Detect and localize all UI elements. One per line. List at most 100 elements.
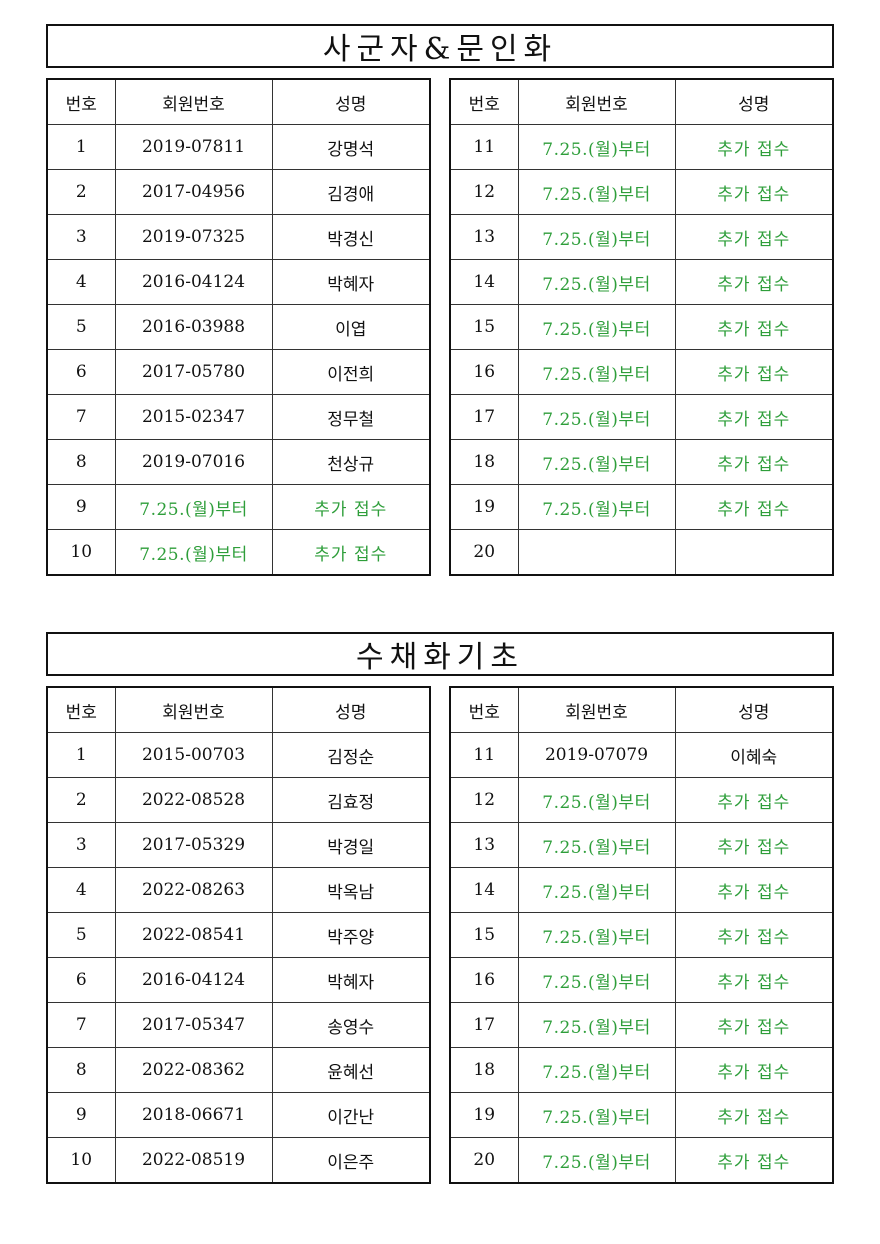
cell-name: 추가 접수 (674, 867, 834, 913)
table-row: 3 2019-07325 박경신 (46, 214, 431, 260)
cell-member-id: 2015-00703 (114, 732, 273, 778)
cell-member-id: 7.25.(월)부터 (517, 822, 676, 868)
cell-number: 12 (449, 777, 519, 823)
header-row: 번호 회원번호 성명 (46, 78, 431, 125)
cell-member-id: 2018-06671 (114, 1092, 273, 1138)
header-number: 번호 (46, 78, 116, 125)
cell-member-id: 2016-03988 (114, 304, 273, 350)
cell-name: 추가 접수 (674, 304, 834, 350)
table-row: 8 2022-08362 윤혜선 (46, 1047, 431, 1093)
cell-member-id: 7.25.(월)부터 (517, 1137, 676, 1184)
header-name: 성명 (674, 78, 834, 125)
cell-number: 5 (46, 304, 116, 350)
header-row: 번호 회원번호 성명 (46, 686, 431, 733)
cell-number: 2 (46, 169, 116, 215)
cell-name: 이은주 (271, 1137, 431, 1184)
cell-name: 이간난 (271, 1092, 431, 1138)
table-row: 17 7.25.(월)부터 추가 접수 (449, 394, 834, 440)
cell-name: 추가 접수 (674, 1137, 834, 1184)
cell-member-id: 2022-08541 (114, 912, 273, 958)
cell-member-id: 2017-05780 (114, 349, 273, 395)
cell-name: 추가 접수 (674, 394, 834, 440)
table-row: 18 7.25.(월)부터 추가 접수 (449, 1047, 834, 1093)
cell-member-id: 7.25.(월)부터 (114, 484, 273, 530)
table-row: 19 7.25.(월)부터 추가 접수 (449, 1092, 834, 1138)
cell-number: 15 (449, 912, 519, 958)
header-name: 성명 (271, 686, 431, 733)
cell-name: 추가 접수 (271, 484, 431, 530)
cell-member-id: 2015-02347 (114, 394, 273, 440)
cell-number: 4 (46, 867, 116, 913)
table-row: 5 2016-03988 이엽 (46, 304, 431, 350)
table-row: 15 7.25.(월)부터 추가 접수 (449, 304, 834, 350)
cell-number: 18 (449, 1047, 519, 1093)
cell-name: 추가 접수 (674, 214, 834, 260)
table-row: 17 7.25.(월)부터 추가 접수 (449, 1002, 834, 1048)
cell-member-id: 7.25.(월)부터 (114, 529, 273, 576)
header-member-id: 회원번호 (517, 78, 676, 125)
table-row: 4 2016-04124 박혜자 (46, 259, 431, 305)
cell-member-id: 7.25.(월)부터 (517, 912, 676, 958)
cell-number: 18 (449, 439, 519, 485)
cell-name: 박혜자 (271, 259, 431, 305)
cell-number: 11 (449, 124, 519, 170)
cell-name: 김경애 (271, 169, 431, 215)
cell-number: 7 (46, 394, 116, 440)
cell-name: 추가 접수 (674, 777, 834, 823)
cell-number: 6 (46, 349, 116, 395)
cell-name: 박경신 (271, 214, 431, 260)
roster-table-left: 번호 회원번호 성명 1 2015-00703 김정순 2 2022-08528 김효정 3… (46, 686, 431, 1184)
table-row: 19 7.25.(월)부터 추가 접수 (449, 484, 834, 530)
cell-name: 추가 접수 (674, 439, 834, 485)
cell-number: 15 (449, 304, 519, 350)
cell-number: 17 (449, 394, 519, 440)
table-row: 20 7.25.(월)부터 추가 접수 (449, 1137, 834, 1184)
cell-number: 10 (46, 529, 116, 576)
cell-number: 13 (449, 214, 519, 260)
table-row: 14 7.25.(월)부터 추가 접수 (449, 867, 834, 913)
cell-name: 박혜자 (271, 957, 431, 1003)
cell-name: 추가 접수 (674, 169, 834, 215)
section-title: 사군자&문인화 (46, 24, 834, 68)
cell-member-id: 7.25.(월)부터 (517, 957, 676, 1003)
cell-member-id: 2017-05347 (114, 1002, 273, 1048)
cell-number: 8 (46, 439, 116, 485)
cell-number: 3 (46, 214, 116, 260)
cell-number: 8 (46, 1047, 116, 1093)
cell-name: 추가 접수 (674, 1047, 834, 1093)
cell-number: 10 (46, 1137, 116, 1184)
cell-name: 추가 접수 (674, 484, 834, 530)
table-row: 9 7.25.(월)부터 추가 접수 (46, 484, 431, 530)
cell-member-id: 7.25.(월)부터 (517, 124, 676, 170)
cell-number: 4 (46, 259, 116, 305)
header-member-id: 회원번호 (114, 78, 273, 125)
cell-member-id: 2016-04124 (114, 259, 273, 305)
roster-table-right: 번호 회원번호 성명 11 2019-07079 이혜숙 12 7.25.(월)부터 추가… (449, 686, 834, 1184)
header-name: 성명 (674, 686, 834, 733)
table-row: 10 7.25.(월)부터 추가 접수 (46, 529, 431, 576)
cell-member-id: 2016-04124 (114, 957, 273, 1003)
table-row: 15 7.25.(월)부터 추가 접수 (449, 912, 834, 958)
cell-name: 박경일 (271, 822, 431, 868)
cell-member-id: 2022-08528 (114, 777, 273, 823)
cell-number: 6 (46, 957, 116, 1003)
header-name: 성명 (271, 78, 431, 125)
table-row: 12 7.25.(월)부터 추가 접수 (449, 777, 834, 823)
cell-member-id: 7.25.(월)부터 (517, 1047, 676, 1093)
cell-member-id: 2017-05329 (114, 822, 273, 868)
cell-name: 송영수 (271, 1002, 431, 1048)
cell-number: 3 (46, 822, 116, 868)
cell-name: 강명석 (271, 124, 431, 170)
cell-name: 박옥남 (271, 867, 431, 913)
cell-number: 14 (449, 867, 519, 913)
table-row: 13 7.25.(월)부터 추가 접수 (449, 822, 834, 868)
cell-number: 20 (449, 1137, 519, 1184)
cell-number: 12 (449, 169, 519, 215)
header-number: 번호 (46, 686, 116, 733)
table-row: 18 7.25.(월)부터 추가 접수 (449, 439, 834, 485)
cell-name: 박주양 (271, 912, 431, 958)
cell-number: 11 (449, 732, 519, 778)
table-row: 9 2018-06671 이간난 (46, 1092, 431, 1138)
roster-table-right: 번호 회원번호 성명 11 7.25.(월)부터 추가 접수 12 7.25.(월)부터… (449, 78, 834, 576)
cell-name: 이혜숙 (674, 732, 834, 778)
